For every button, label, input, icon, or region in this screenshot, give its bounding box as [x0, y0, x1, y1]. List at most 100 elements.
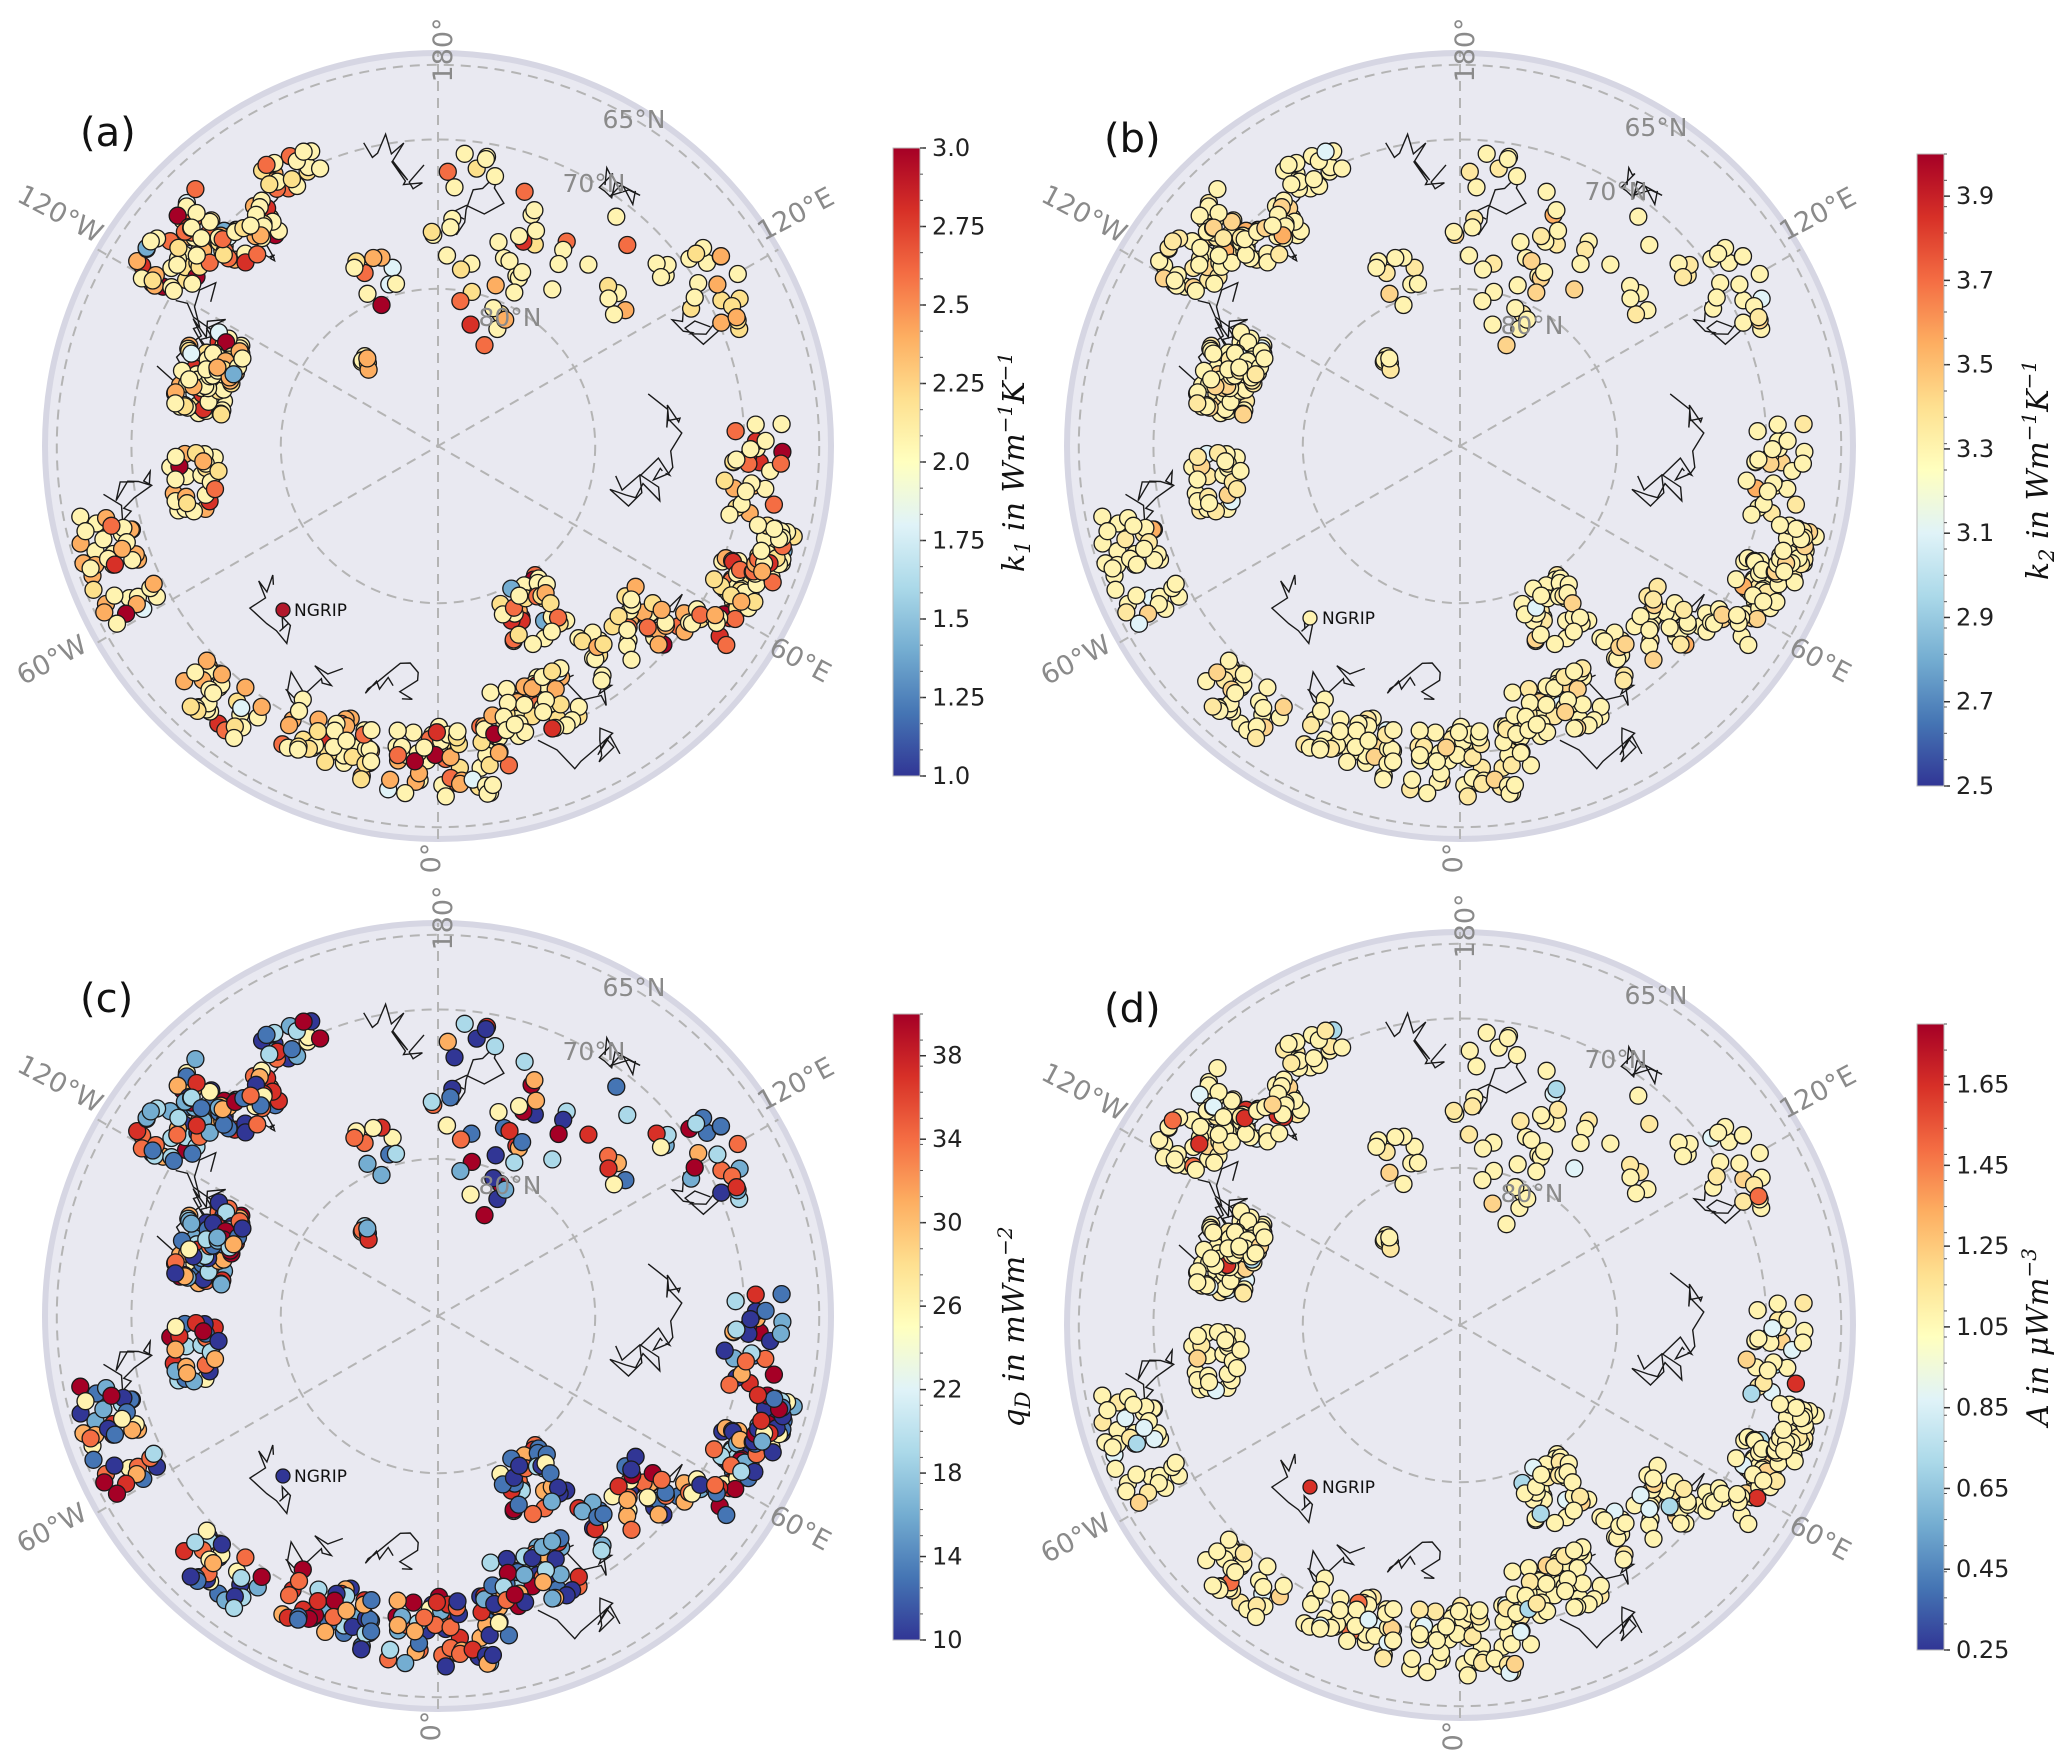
data-point: [1730, 1154, 1749, 1173]
colorbar-tick-label: 2.0: [932, 448, 970, 476]
data-point: [1660, 1497, 1679, 1516]
data-point: [1754, 1471, 1773, 1490]
data-point: [1117, 1482, 1136, 1501]
data-point: [1527, 283, 1546, 302]
data-point: [705, 1475, 725, 1495]
data-point: [441, 218, 460, 237]
data-point: [1386, 1127, 1405, 1147]
data-point: [1505, 775, 1525, 795]
data-point: [294, 1012, 313, 1031]
data-point: [1208, 1542, 1227, 1561]
data-point: [248, 245, 267, 264]
data-point: [717, 1505, 736, 1525]
data-point: [1631, 1486, 1650, 1505]
data-point: [112, 539, 132, 559]
data-point: [84, 580, 103, 599]
data-point: [1338, 752, 1357, 772]
data-point: [1383, 752, 1403, 771]
data-point: [1166, 1453, 1185, 1472]
data-point: [728, 1134, 747, 1154]
lon-label-60e: 60°E: [1784, 1510, 1856, 1568]
colorbar-a: 1.0 1.25 1.5 1.75 2.0 2.25 2.5 2.75 3.0 k1 in Wm…: [892, 134, 1035, 790]
data-point: [1531, 1504, 1550, 1523]
data-point: [197, 1521, 217, 1540]
data-point: [1310, 740, 1330, 759]
lat-label-80: 80°N: [478, 1171, 541, 1200]
data-point: [212, 1275, 231, 1294]
data-point: [1274, 1576, 1293, 1596]
lon-label-120e: 120°E: [752, 1052, 839, 1118]
data-point: [1205, 274, 1224, 293]
data-point: [194, 452, 213, 471]
data-point: [294, 142, 313, 161]
colorbar-tick-label: 2.75: [932, 213, 985, 241]
colorbar-tick-label: 1.75: [932, 527, 985, 555]
data-point: [736, 1352, 756, 1371]
data-point: [1227, 479, 1247, 499]
lon-label-60e: 60°E: [1784, 632, 1856, 690]
data-point: [1150, 1130, 1169, 1150]
data-point: [480, 756, 499, 775]
data-point: [1117, 603, 1136, 622]
data-point: [592, 671, 611, 690]
data-point: [279, 716, 299, 735]
data-point: [1571, 1133, 1590, 1153]
data-point: [415, 738, 434, 757]
data-point: [1640, 1114, 1659, 1134]
data-point: [772, 1284, 791, 1304]
data-point: [260, 1045, 279, 1064]
data-point: [510, 586, 529, 605]
data-point: [1437, 1617, 1456, 1636]
ngrip-marker: NGRIP: [275, 601, 347, 621]
data-point: [1644, 650, 1663, 669]
data-point: [1190, 1085, 1209, 1104]
data-point: [649, 1505, 668, 1524]
data-point: [1749, 308, 1768, 327]
data-point: [1338, 1631, 1357, 1651]
data-point: [525, 201, 544, 220]
data-point: [1316, 142, 1335, 161]
data-point: [512, 262, 532, 282]
data-point: [422, 222, 441, 242]
data-point: [1460, 162, 1479, 181]
data-point: [1332, 159, 1352, 178]
data-point: [579, 1125, 598, 1144]
data-point: [1674, 600, 1693, 620]
data-point: [1380, 1228, 1399, 1247]
data-point: [257, 155, 276, 175]
data-point: [1330, 1601, 1350, 1620]
data-point: [1548, 1100, 1568, 1119]
data-point: [1166, 574, 1185, 593]
data-point: [594, 1505, 613, 1524]
data-point: [362, 1591, 381, 1610]
data-point: [579, 255, 598, 274]
data-point: [1564, 1541, 1584, 1560]
data-point: [200, 1082, 220, 1101]
colorbar-tick-label: 1.45: [1956, 1151, 2009, 1179]
data-point: [1708, 1123, 1728, 1142]
data-point: [241, 216, 260, 235]
data-point: [752, 541, 771, 560]
data-point: [166, 447, 185, 467]
data-point: [483, 1645, 503, 1665]
lon-label-120w: 120°W: [1036, 1057, 1132, 1127]
data-point: [1165, 271, 1184, 290]
data-point: [380, 770, 400, 789]
data-point: [541, 594, 560, 613]
data-point: [726, 422, 745, 441]
data-point: [396, 783, 415, 803]
data-point: [1098, 522, 1117, 541]
data-point: [1737, 1350, 1756, 1369]
data-point: [728, 264, 747, 284]
data-point: [1742, 505, 1761, 524]
data-point: [448, 1592, 467, 1611]
data-point: [1270, 245, 1289, 264]
data-points: [1093, 142, 1825, 806]
data-point: [515, 182, 534, 201]
data-point: [543, 1589, 562, 1608]
data-point: [1463, 1627, 1482, 1646]
data-point: [771, 1324, 791, 1343]
lat-label-70: 70°N: [562, 169, 625, 198]
data-point: [720, 505, 739, 524]
ngrip-point: [1302, 610, 1318, 626]
